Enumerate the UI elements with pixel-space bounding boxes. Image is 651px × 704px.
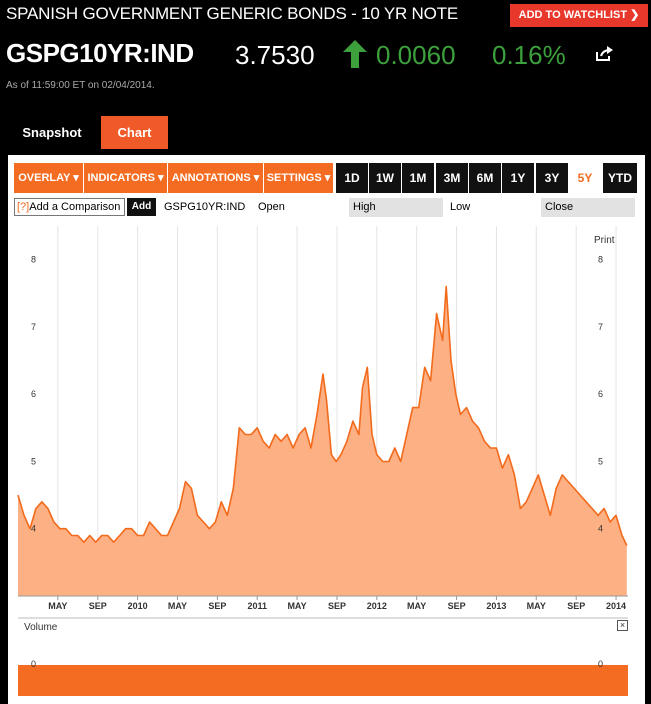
price-change: 0.0060 — [376, 40, 456, 70]
y-tick-label-left: 8 — [31, 255, 36, 265]
ohlc-symbol: GSPG10YR:IND — [164, 201, 246, 213]
y-tick-label-right: 8 — [598, 255, 603, 265]
tab-snapshot[interactable]: Snapshot — [6, 116, 98, 149]
x-tick-label: 2010 — [128, 601, 148, 611]
x-tick-label: MAY — [287, 601, 306, 611]
comparison-input[interactable]: [?]Add a Comparison — [14, 198, 125, 216]
settings-menu[interactable]: SETTINGS ▾ — [264, 163, 334, 193]
area-layer — [17, 285, 628, 596]
ohlc-high: High — [349, 198, 443, 217]
settings-label: SETTINGS — [266, 172, 322, 184]
y-tick-label-right: 4 — [598, 524, 603, 534]
volume-tick-left: 0 — [31, 659, 36, 669]
y-tick-label-right: 7 — [598, 322, 603, 332]
x-tick-label: 2014 — [606, 601, 626, 611]
price-change-pct: 0.16% — [492, 40, 566, 70]
x-tick-label: 2012 — [367, 601, 387, 611]
caret-down-icon: ▾ — [253, 172, 260, 184]
x-tick-label: MAY — [527, 601, 546, 611]
overlay-menu[interactable]: OVERLAY ▾ — [14, 163, 84, 193]
range-1m-button[interactable]: 1M — [402, 163, 434, 193]
add-comparison-button[interactable]: Add — [127, 198, 156, 216]
y-tick-label-left: 5 — [31, 456, 36, 466]
caret-down-icon: ▾ — [157, 172, 164, 184]
volume-label: Volume — [24, 622, 58, 633]
help-icon[interactable]: [?] — [17, 201, 30, 213]
ohlc-open: Open — [258, 201, 285, 213]
y-tick-label-left: 4 — [31, 524, 36, 534]
range-ytd-button[interactable]: YTD — [603, 163, 637, 193]
range-1w-button[interactable]: 1W — [369, 163, 401, 193]
volume-bar — [18, 665, 628, 696]
arrow-up-icon — [343, 40, 367, 68]
axis-layer: MAY SEP 2010 MAY SEP 2011 MAY SEP 2012 MAY SEP 2013… — [18, 255, 628, 611]
x-tick-label: 2013 — [486, 601, 506, 611]
x-tick-label: MAY — [48, 601, 67, 611]
overlay-label: OVERLAY — [18, 172, 71, 184]
ticker-symbol: GSPG10YR:IND — [6, 38, 194, 68]
range-5y-button[interactable]: 5Y — [569, 163, 601, 193]
range-1y-button[interactable]: 1Y — [502, 163, 534, 193]
comparison-placeholder: Add a Comparison — [29, 201, 121, 213]
as-of-timestamp: As of 11:59:00 ET on 02/04/2014. — [6, 80, 155, 91]
x-tick-label: MAY — [168, 601, 187, 611]
price-area — [18, 286, 627, 596]
range-1d-button[interactable]: 1D — [336, 163, 368, 193]
close-icon[interactable]: × — [617, 620, 628, 631]
y-tick-label-right: 5 — [598, 456, 603, 466]
x-tick-label: SEP — [208, 601, 226, 611]
x-tick-label: MAY — [407, 601, 426, 611]
range-6m-button[interactable]: 6M — [469, 163, 501, 193]
indicators-menu[interactable]: INDICATORS ▾ — [84, 163, 168, 193]
x-tick-label: SEP — [328, 601, 346, 611]
volume-tick-right: 0 — [598, 659, 603, 669]
caret-down-icon: ▾ — [73, 172, 79, 184]
price-value: 3.7530 — [235, 40, 315, 70]
x-tick-label: SEP — [89, 601, 107, 611]
price-line — [17, 285, 628, 546]
x-tick-label: SEP — [567, 601, 585, 611]
annotations-menu[interactable]: ANNOTATIONS ▾ — [168, 163, 264, 193]
x-tick-label: 2011 — [247, 601, 267, 611]
y-tick-label-left: 7 — [31, 322, 36, 332]
ohlc-low: Low — [450, 201, 471, 213]
annotations-label: ANNOTATIONS — [171, 172, 251, 184]
print-link[interactable]: Print — [594, 235, 615, 246]
share-icon[interactable] — [595, 46, 613, 62]
y-tick-label-left: 6 — [31, 389, 36, 399]
y-tick-label-right: 6 — [598, 389, 603, 399]
ohlc-close: Close — [541, 198, 635, 217]
chevron-right-icon: ❯ — [630, 9, 640, 21]
range-3m-button[interactable]: 3M — [436, 163, 468, 193]
add-to-watchlist-button[interactable]: ADD TO WATCHLIST ❯ — [510, 4, 648, 27]
page-title: SPANISH GOVERNMENT GENERIC BONDS - 10 YR… — [6, 4, 458, 23]
tab-chart[interactable]: Chart — [101, 116, 168, 149]
watchlist-label: ADD TO WATCHLIST — [518, 9, 628, 21]
range-3y-button[interactable]: 3Y — [536, 163, 568, 193]
caret-down-icon: ▾ — [324, 172, 331, 184]
x-tick-label: SEP — [448, 601, 466, 611]
indicators-label: INDICATORS — [87, 172, 155, 184]
